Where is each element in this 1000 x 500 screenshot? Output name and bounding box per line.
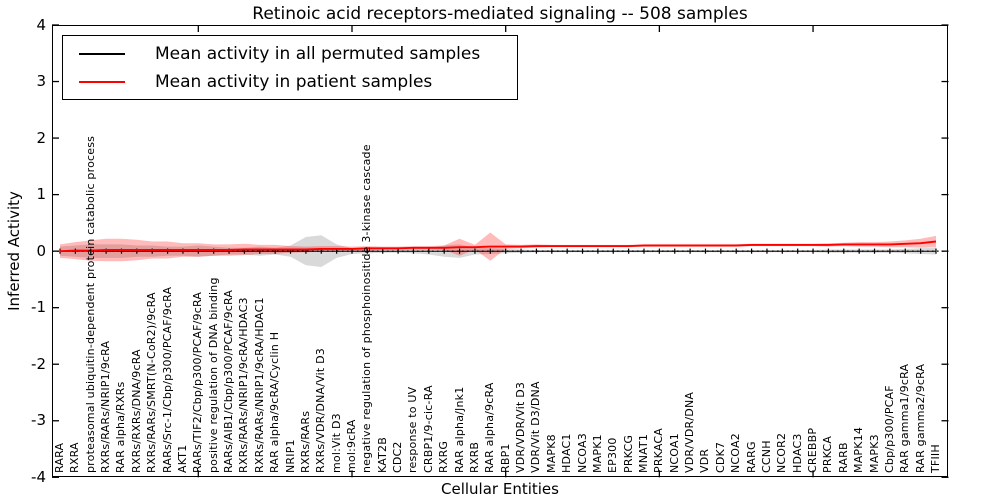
legend-line-sample-black xyxy=(79,53,125,55)
y-tick-label: 0 xyxy=(36,241,46,260)
legend-item-permuted: Mean activity in all permuted samples xyxy=(63,42,480,66)
y-tick-label: -1 xyxy=(31,298,46,317)
y-axis-label: Inferred Activity xyxy=(5,191,23,311)
y-tick-label: 2 xyxy=(36,128,46,147)
legend-item-patient: Mean activity in patient samples xyxy=(63,70,432,94)
chart-title: Retinoic acid receptors-mediated signali… xyxy=(252,4,748,24)
x-axis-label: Cellular Entities xyxy=(441,480,559,498)
y-tick-label: 1 xyxy=(36,185,46,204)
y-tick-label: -4 xyxy=(31,467,46,486)
y-tick-label: 4 xyxy=(36,15,46,34)
legend-box: Mean activity in all permuted samples Me… xyxy=(62,35,518,100)
legend-label: Mean activity in patient samples xyxy=(155,72,433,92)
legend-line-sample-red xyxy=(79,81,125,83)
y-tick-label: -3 xyxy=(31,411,46,430)
legend-label: Mean activity in all permuted samples xyxy=(155,44,481,64)
y-tick-label: 3 xyxy=(36,72,46,91)
y-tick-label: -2 xyxy=(31,354,46,373)
